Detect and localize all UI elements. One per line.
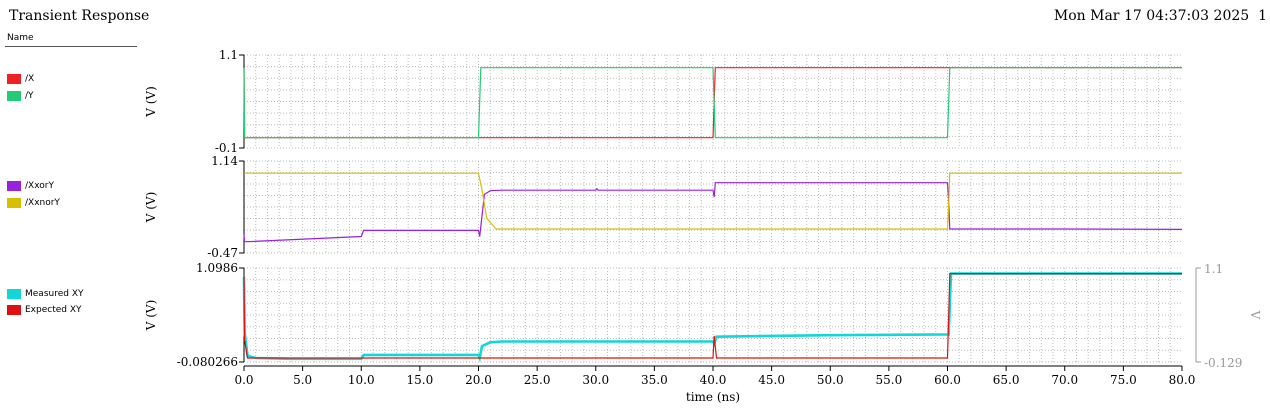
x-tick-label: 65.0	[993, 373, 1020, 387]
window-title: Transient Response	[9, 8, 150, 24]
x-tick-label: 50.0	[817, 373, 844, 387]
x-tick-label: 80.0	[1169, 373, 1196, 387]
timestamp: Mon Mar 17 04:37:03 2025	[1053, 8, 1250, 24]
y2-tick-label: -0.129	[1204, 356, 1242, 370]
series-line-xxnory	[244, 172, 1182, 230]
y-tick-label: 1.0986	[196, 261, 238, 275]
x-tick-label: 25.0	[524, 373, 551, 387]
series-line-expectedxy	[243, 273, 1182, 359]
x-tick-label: 20.0	[465, 373, 492, 387]
legend-divider	[5, 46, 137, 47]
timestamp-header: Mon Mar 17 04:37:03 2025 1	[1054, 8, 1267, 24]
page-number: 1	[1258, 8, 1267, 24]
x-tick-label: 70.0	[1051, 373, 1078, 387]
x-tick-label: 35.0	[641, 373, 668, 387]
y2-tick-label: 1.1	[1204, 262, 1223, 276]
y2-axis-label: V	[1248, 310, 1262, 320]
legend-swatch	[7, 181, 21, 191]
y-axis-label: V (V)	[144, 86, 158, 118]
x-tick-label: 60.0	[934, 373, 961, 387]
y-tick-label: 1.1	[219, 48, 238, 62]
y-tick-label: -0.47	[207, 246, 238, 260]
legend-swatch	[7, 289, 21, 299]
x-tick-label: 10.0	[348, 373, 375, 387]
series-line-xxory	[243, 182, 1183, 243]
y-tick-label: -0.080266	[177, 355, 238, 369]
legend-label: /XxorY	[25, 181, 54, 191]
legend-swatch	[7, 305, 21, 315]
x-tick-label: 30.0	[582, 373, 609, 387]
legend-item-y[interactable]: /Y	[7, 91, 34, 101]
legend-item-expected-xy[interactable]: Expected XY	[7, 305, 82, 315]
y-tick-label: -0.1	[215, 141, 238, 155]
legend-label: /Y	[25, 91, 34, 101]
x-tick-label: 40.0	[700, 373, 727, 387]
y-tick-label: 1.14	[211, 154, 238, 168]
series-line-y	[243, 67, 1182, 139]
legend-name-header: Name	[7, 33, 34, 43]
x-tick-label: 0.0	[234, 373, 253, 387]
x-tick-label: 15.0	[407, 373, 434, 387]
legend-item-x[interactable]: /X	[7, 74, 34, 84]
x-tick-label: 55.0	[876, 373, 903, 387]
legend-label: /X	[25, 74, 35, 84]
legend-label: Expected XY	[25, 305, 82, 315]
legend-swatch	[7, 91, 21, 101]
legend-item-xxory[interactable]: /XxorY	[7, 181, 54, 191]
legend-label: Measured XY	[25, 289, 84, 299]
x-tick-label: 5.0	[293, 373, 312, 387]
x-axis-label: time (ns)	[686, 390, 740, 404]
legend-swatch	[7, 198, 21, 208]
x-tick-label: 45.0	[758, 373, 785, 387]
legend-label: /XxnorY	[25, 198, 60, 208]
y-axis-label: V (V)	[144, 300, 158, 332]
legend-item-measured-xy[interactable]: Measured XY	[7, 289, 84, 299]
x-tick-label: 75.0	[1110, 373, 1137, 387]
legend-swatch	[7, 74, 21, 84]
legend-item-xxnory[interactable]: /XxnorY	[7, 198, 60, 208]
y-axis-label: V (V)	[144, 192, 158, 224]
